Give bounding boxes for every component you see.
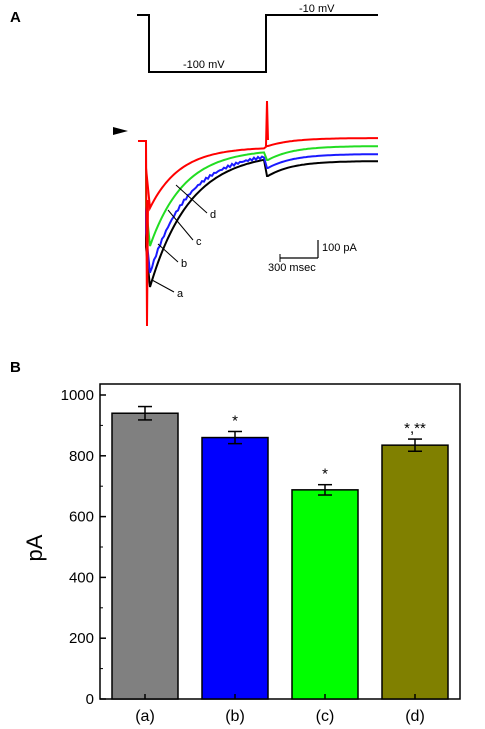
y-tick-label: 400 [69,569,94,586]
category-label-1: (a) [135,708,155,725]
y-tick-label: 800 [69,448,94,465]
trace-label-c: c [196,236,202,248]
bar-3 [291,489,359,700]
category-label-2: (b) [225,708,245,725]
y-tick-label: 200 [69,630,94,647]
voltage-protocol [137,14,378,73]
zero-current-marker [113,127,128,135]
trace-label-b: b [181,258,187,270]
trace-label-d: d [210,209,216,221]
capacitive-transient-off [265,100,269,147]
bar-1 [111,412,179,700]
trace-label-a: a [177,288,184,300]
scale-bar: 100 pA 300 msec [268,240,358,274]
bar-4 [381,444,449,700]
y-axis-label: pA [22,534,47,561]
protocol-step-label: -100 mV [183,59,225,71]
protocol-hold-label: -10 mV [299,3,335,15]
plot-frame [99,383,461,700]
trace-a [138,140,378,288]
category-label-4: (d) [405,708,425,725]
scale-bar-current: 100 pA [322,242,358,254]
y-tick-label: 1000 [61,387,94,404]
category-label-3: (c) [316,708,335,725]
panel-b-letter: B [10,359,21,376]
capacitive-transient-on [145,139,149,327]
bar-chart: 0 200 400 600 800 1000 (a) (b) * (c) * (d) *,** [61,383,461,725]
y-tick-label: 600 [69,509,94,526]
trace-d [138,137,378,212]
panel-a-letter: A [10,9,21,26]
current-traces [138,100,378,327]
y-tick-label: 0 [86,691,94,708]
significance-marker-2: * [232,412,238,429]
trace-labels: a b c d [151,184,216,300]
significance-marker-4: *,** [404,420,426,437]
scale-bar-time: 300 msec [268,262,316,274]
significance-marker-3: * [322,466,328,483]
trace-b [138,140,378,274]
trace-c [138,140,378,247]
bar-2 [201,436,269,700]
